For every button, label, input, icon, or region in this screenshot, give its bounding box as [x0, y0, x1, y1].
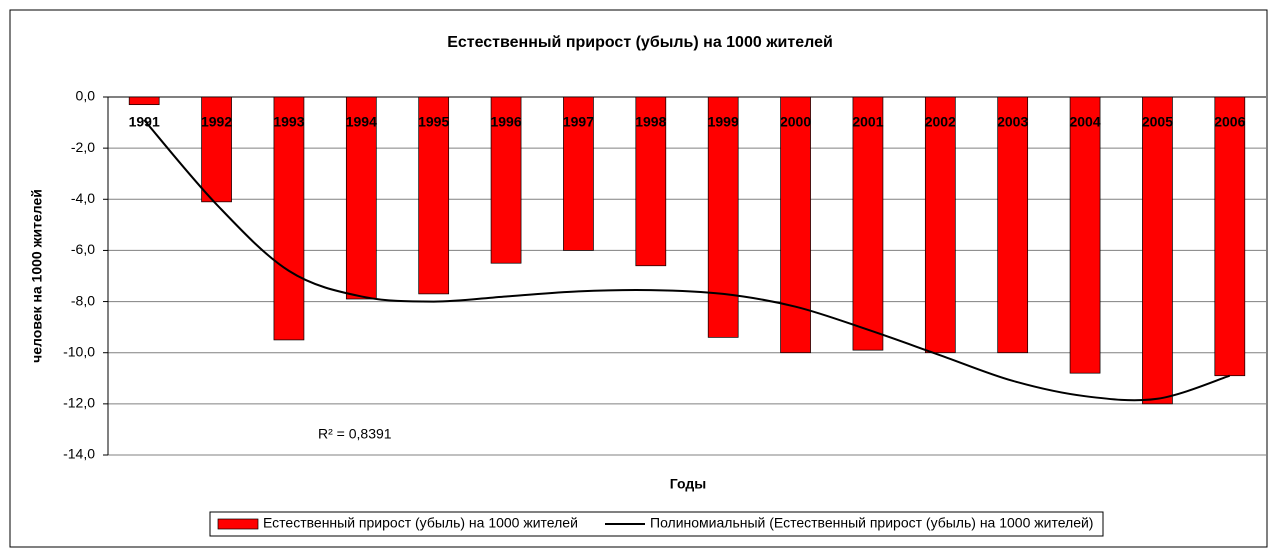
x-tick-label: 1993	[273, 114, 304, 130]
x-tick-label: 1991	[129, 114, 160, 130]
bar	[345, 96, 377, 300]
bar	[1142, 96, 1173, 405]
bar	[707, 96, 739, 338]
bar	[563, 96, 594, 251]
x-tick-label: 2001	[852, 114, 883, 130]
x-tick-label: 1997	[563, 114, 594, 130]
annotation: R² = 0,8391	[318, 426, 392, 442]
x-tick-label: 2000	[780, 114, 811, 130]
bar	[924, 96, 956, 354]
legend-label: Полиномиальный (Естественный прирост (уб…	[650, 515, 1093, 531]
x-tick-label: 1998	[635, 114, 666, 130]
bar	[273, 96, 305, 341]
bar	[852, 96, 884, 351]
x-tick-label: 2002	[925, 114, 956, 130]
x-tick-label: 1996	[490, 114, 521, 130]
y-tick-label: -4,0	[71, 190, 95, 206]
x-tick-label: 2006	[1214, 114, 1245, 130]
bar	[635, 96, 667, 267]
y-axis-label: человек на 1000 жителей	[29, 189, 45, 363]
x-tick-label: 2005	[1142, 114, 1173, 130]
legend	[209, 511, 1104, 537]
bar	[128, 96, 160, 106]
x-axis-label: Годы	[670, 476, 706, 492]
bar	[418, 96, 450, 295]
y-tick-label: -2,0	[71, 139, 95, 155]
y-tick-label: -6,0	[71, 241, 95, 257]
bar	[1069, 96, 1101, 374]
x-tick-label: 2004	[1069, 114, 1100, 130]
legend-swatch	[217, 518, 259, 530]
bar	[201, 96, 232, 203]
y-tick-label: -12,0	[63, 395, 95, 411]
x-tick-label: 1995	[418, 114, 449, 130]
bar	[780, 96, 811, 354]
bar	[490, 96, 522, 264]
bar	[1214, 96, 1246, 377]
y-tick-label: -14,0	[63, 446, 95, 462]
trend-line	[143, 119, 1231, 402]
chart-title: Естественный прирост (убыль) на 1000 жит…	[447, 34, 833, 51]
bar	[997, 96, 1029, 354]
y-tick-label: -8,0	[71, 292, 95, 308]
x-tick-label: 2003	[997, 114, 1028, 130]
y-tick-label: 0,0	[76, 88, 96, 104]
x-tick-label: 1992	[201, 114, 232, 130]
x-tick-label: 1999	[708, 114, 739, 130]
x-tick-label: 1994	[346, 114, 377, 130]
legend-label: Естественный прирост (убыль) на 1000 жит…	[263, 515, 578, 531]
y-tick-label: -10,0	[63, 343, 95, 359]
